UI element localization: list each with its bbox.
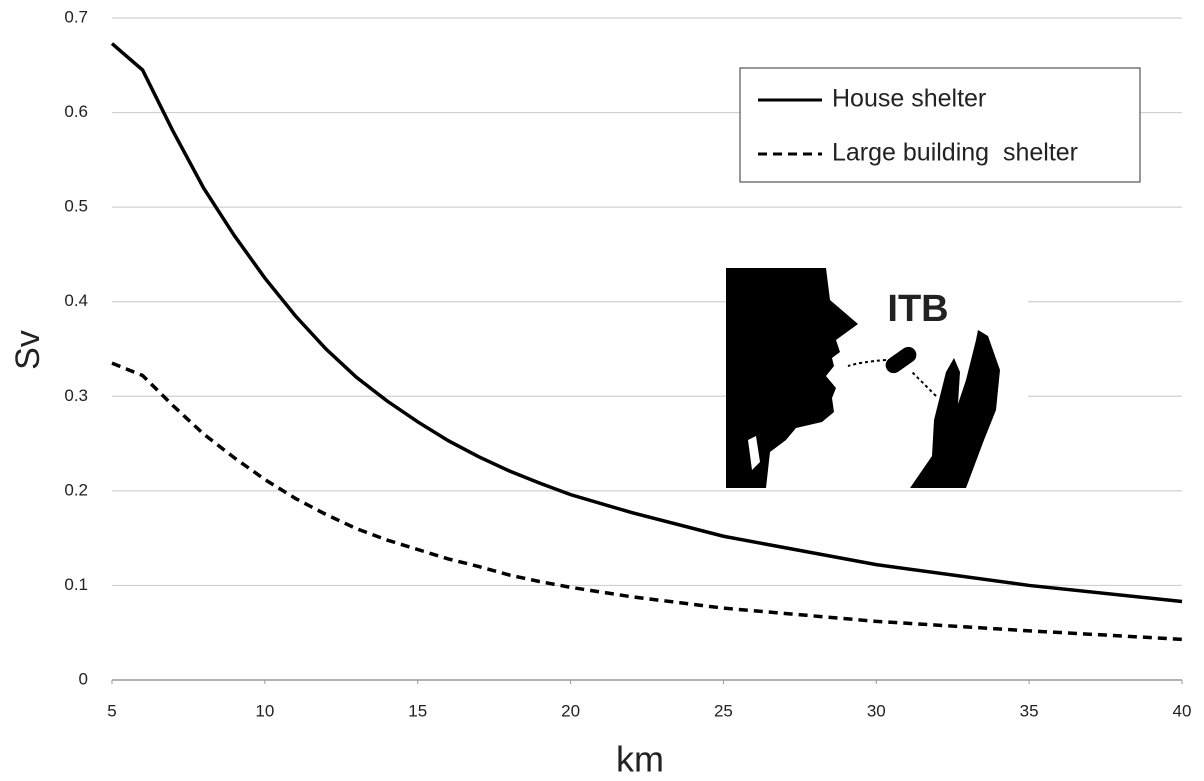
annotation: ITB: [887, 288, 948, 330]
y-tick-label: 0: [79, 669, 88, 688]
x-tick-label: 35: [1020, 701, 1039, 720]
y-tick-label: 0.6: [64, 102, 88, 121]
pill: [885, 346, 917, 374]
legend-label: House shelter: [832, 85, 986, 113]
x-tick-label: 25: [714, 701, 733, 720]
x-tick-label: 40: [1173, 701, 1192, 720]
y-tick-label: 0.4: [64, 291, 88, 310]
x-axis-label: km: [616, 739, 664, 780]
y-axis-label: Sv: [9, 330, 47, 370]
x-tick-label: 10: [255, 701, 274, 720]
y-tick-label: 0.5: [64, 197, 88, 216]
y-tick-label: 0.2: [64, 480, 88, 499]
series-line: [111, 361, 1183, 642]
pill-arrow: [847, 359, 937, 397]
hand-silhouette: [910, 330, 1000, 488]
x-tick-label: 20: [561, 701, 580, 720]
legend-label: Large building shelter: [832, 139, 1078, 167]
neck-gap: [748, 436, 760, 470]
x-tick-label: 5: [107, 701, 116, 720]
y-tick-label: 0.1: [64, 575, 88, 594]
series-line: [110, 42, 1183, 604]
x-tick-label: 15: [408, 701, 427, 720]
illustration: ITB: [726, 265, 1028, 490]
x-tick-label: 30: [867, 701, 886, 720]
legend-box: [739, 67, 1141, 183]
y-tick-label: 0.7: [64, 7, 88, 26]
y-tick-label: 0.3: [64, 386, 88, 405]
face-silhouette: [726, 268, 858, 488]
